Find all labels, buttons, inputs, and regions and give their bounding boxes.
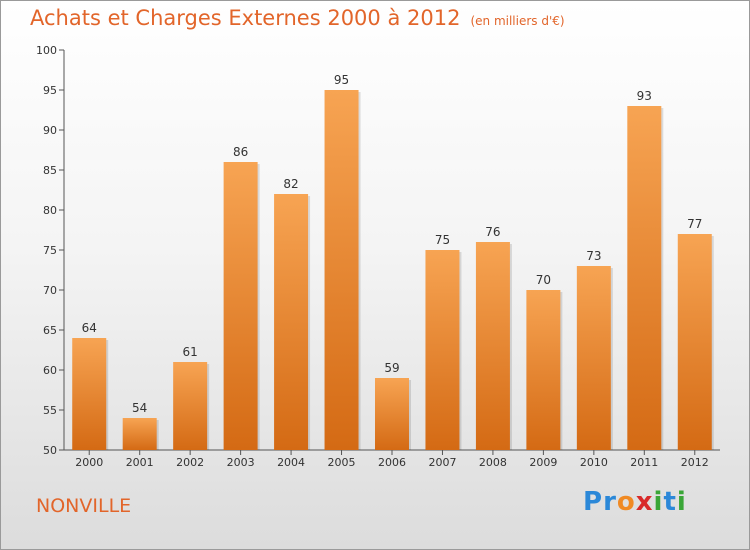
x-tick-label: 2000 [75, 456, 103, 469]
bar[interactable] [173, 362, 208, 450]
y-tick-label: 70 [43, 284, 57, 297]
bar-value-label: 59 [384, 361, 399, 375]
x-tick-label: 2009 [529, 456, 557, 469]
bar-value-label: 86 [233, 145, 248, 159]
y-tick-label: 80 [43, 204, 57, 217]
x-tick-label: 2010 [580, 456, 608, 469]
bar[interactable] [375, 378, 409, 450]
bar-value-label: 54 [132, 401, 147, 415]
x-tick-label: 2011 [630, 456, 658, 469]
y-tick-label: 85 [43, 164, 57, 177]
chart-subtitle: (en milliers d'€) [470, 14, 565, 28]
bar[interactable] [274, 194, 309, 450]
y-tick-label: 55 [43, 404, 57, 417]
bar-value-label: 75 [435, 233, 450, 247]
bar[interactable] [324, 90, 359, 450]
chart-title: Achats et Charges Externes 2000 à 2012 (e… [30, 6, 565, 30]
bar[interactable] [223, 162, 258, 450]
bar-value-label: 76 [485, 225, 500, 239]
bar-value-label: 61 [183, 345, 198, 359]
logo-letter: i [653, 487, 664, 517]
bar[interactable] [475, 242, 510, 450]
bar[interactable] [526, 290, 561, 450]
chart-title-text: Achats et Charges Externes 2000 à 2012 [30, 6, 461, 30]
y-tick-label: 90 [43, 124, 57, 137]
logo-letter: r [603, 487, 617, 517]
bars: 64 54 61 86 82 95 59 75 76 70 73 93 77 [72, 73, 714, 450]
x-tick-label: 2005 [328, 456, 356, 469]
bar[interactable] [122, 418, 157, 450]
logo-letter: x [635, 487, 654, 517]
bar-value-label: 73 [586, 249, 601, 263]
x-tick-label: 2003 [227, 456, 255, 469]
x-tick-label: 2006 [378, 456, 406, 469]
logo-letter: P [583, 487, 604, 517]
x-tick-label: 2004 [277, 456, 305, 469]
y-tick-label: 95 [43, 84, 57, 97]
y-tick-label: 60 [43, 364, 57, 377]
bar-value-label: 70 [536, 273, 551, 287]
logo-letter: o [616, 487, 636, 517]
logo-letter: t [663, 487, 677, 517]
x-tick-label: 2008 [479, 456, 507, 469]
bar[interactable] [677, 234, 712, 450]
proxiti-logo[interactable]: Proxiti [583, 487, 687, 517]
y-tick-label: 65 [43, 324, 57, 337]
y-tick-label: 75 [43, 244, 57, 257]
bar-value-label: 82 [283, 177, 298, 191]
bar[interactable] [72, 338, 107, 450]
y-tick-label: 100 [36, 44, 57, 57]
bar-value-label: 95 [334, 73, 349, 87]
logo-letter: i [676, 487, 687, 517]
bar[interactable] [425, 250, 460, 450]
location-name: NONVILLE [36, 495, 132, 517]
x-tick-label: 2002 [176, 456, 204, 469]
bar[interactable] [627, 106, 662, 450]
bar-value-label: 77 [687, 217, 702, 231]
x-tick-label: 2012 [681, 456, 709, 469]
bar-value-label: 64 [82, 321, 97, 335]
x-tick-label: 2001 [126, 456, 154, 469]
bar-value-label: 93 [637, 89, 652, 103]
bar[interactable] [576, 266, 611, 450]
y-tick-label: 50 [43, 444, 57, 457]
x-tick-label: 2007 [428, 456, 456, 469]
